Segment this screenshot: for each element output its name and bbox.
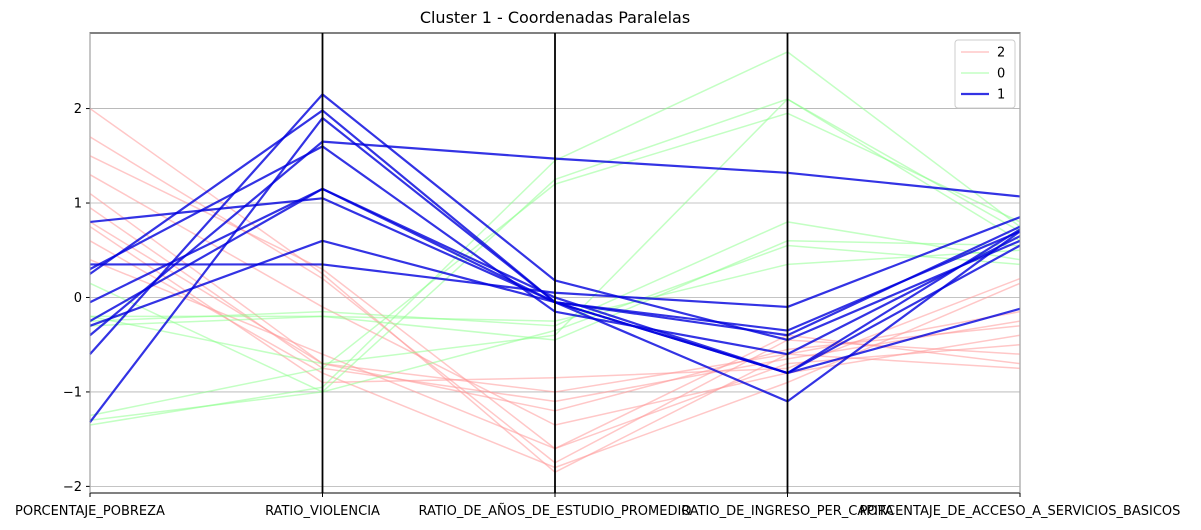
y-tick-label: 1: [74, 197, 82, 212]
tick-labels: −2 −1 0 1 2 PORCENTAJE_POBREZA RATIO_VIOLENCIA…: [15, 102, 1180, 519]
y-tick-label: −1: [63, 385, 82, 400]
axes: [89, 33, 1021, 497]
legend-box: [954, 39, 1016, 109]
x-axis-label: RATIO_DE_INGRESO_PER_CAPITA: [681, 504, 894, 519]
y-tick-label: −2: [63, 480, 82, 495]
chart-title: Cluster 1 - Coordenadas Paralelas: [420, 8, 690, 27]
x-axis-label: PORCENTAJE_DE_ACCESO_A_SERVICIOS_BASICOS: [860, 504, 1181, 519]
x-axis-label: RATIO_VIOLENCIA: [265, 504, 380, 519]
legend: 2 0 1: [954, 39, 1016, 109]
legend-label: 0: [997, 67, 1005, 82]
legend-label: 1: [997, 88, 1005, 103]
y-tick-label: 0: [74, 291, 82, 306]
x-axis-label: PORCENTAJE_POBREZA: [15, 504, 165, 519]
x-axis-label: RATIO_DE_AÑOS_DE_ESTUDIO_PROMEDIO: [418, 503, 691, 519]
legend-label: 2: [997, 46, 1005, 61]
y-tick-label: 2: [74, 102, 82, 117]
